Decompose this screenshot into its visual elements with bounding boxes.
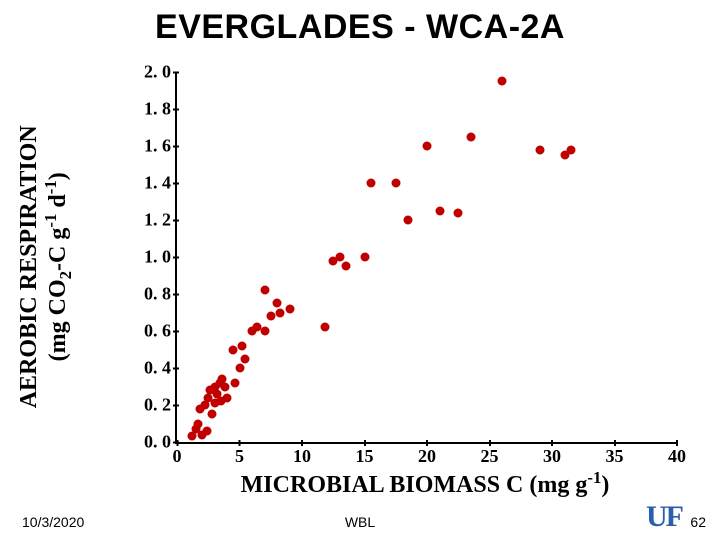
data-point — [335, 253, 344, 262]
y-tick: 0. 8 — [144, 284, 177, 305]
data-point — [275, 308, 284, 317]
y-tick: 1. 2 — [144, 210, 177, 231]
y-tick: 1. 0 — [144, 247, 177, 268]
y-tick: 2. 0 — [144, 62, 177, 83]
data-point — [454, 208, 463, 217]
data-point — [404, 216, 413, 225]
y-tick: 0. 4 — [144, 358, 177, 379]
x-tick: 30 — [543, 442, 561, 467]
data-point — [260, 286, 269, 295]
data-point — [535, 145, 544, 154]
data-point — [210, 382, 219, 391]
data-point — [230, 378, 239, 387]
data-point — [220, 382, 229, 391]
y-axis-label: AEROBIC RESPIRATION (mg CO2-C g-1 d-1) — [17, 57, 75, 477]
y-axis-label-line1: AEROBIC RESPIRATION — [17, 57, 42, 477]
data-point — [423, 142, 432, 151]
chart-title: EVERGLADES - WCA-2A — [0, 8, 720, 47]
y-tick: 1. 6 — [144, 136, 177, 157]
slide: EVERGLADES - WCA-2A AEROBIC RESPIRATION … — [0, 0, 720, 540]
x-tick: 10 — [293, 442, 311, 467]
data-point — [366, 179, 375, 188]
data-point — [273, 299, 282, 308]
data-point — [240, 354, 249, 363]
data-point — [208, 410, 217, 419]
data-point — [566, 145, 575, 154]
data-point — [391, 179, 400, 188]
x-tick: 15 — [356, 442, 374, 467]
footer-page-number: 62 — [690, 514, 706, 530]
x-tick: 0 — [173, 442, 182, 467]
data-point — [341, 262, 350, 271]
data-point — [216, 397, 225, 406]
x-axis-label: MICROBIAL BIOMASS C (mg g-1) — [175, 468, 675, 499]
data-point — [360, 253, 369, 262]
data-point — [435, 206, 444, 215]
data-point — [229, 345, 238, 354]
data-point — [320, 323, 329, 332]
y-tick: 1. 8 — [144, 99, 177, 120]
data-point — [235, 364, 244, 373]
y-axis-label-line2: (mg CO2-C g-1 d-1) — [42, 57, 74, 477]
data-point — [466, 132, 475, 141]
scatter-plot: 0. 00. 20. 40. 60. 81. 01. 21. 41. 61. 8… — [175, 72, 677, 444]
y-tick: 1. 4 — [144, 173, 177, 194]
data-point — [203, 426, 212, 435]
x-tick: 40 — [668, 442, 686, 467]
x-tick: 35 — [606, 442, 624, 467]
x-tick: 20 — [418, 442, 436, 467]
x-tick: 25 — [481, 442, 499, 467]
data-point — [194, 419, 203, 428]
data-point — [285, 304, 294, 313]
data-point — [266, 312, 275, 321]
x-tick: 5 — [235, 442, 244, 467]
y-tick: 0. 2 — [144, 395, 177, 416]
data-point — [260, 327, 269, 336]
footer-center: WBL — [0, 514, 720, 530]
y-tick: 0. 6 — [144, 321, 177, 342]
data-point — [498, 77, 507, 86]
uf-logo: UF — [646, 500, 682, 534]
data-point — [238, 341, 247, 350]
